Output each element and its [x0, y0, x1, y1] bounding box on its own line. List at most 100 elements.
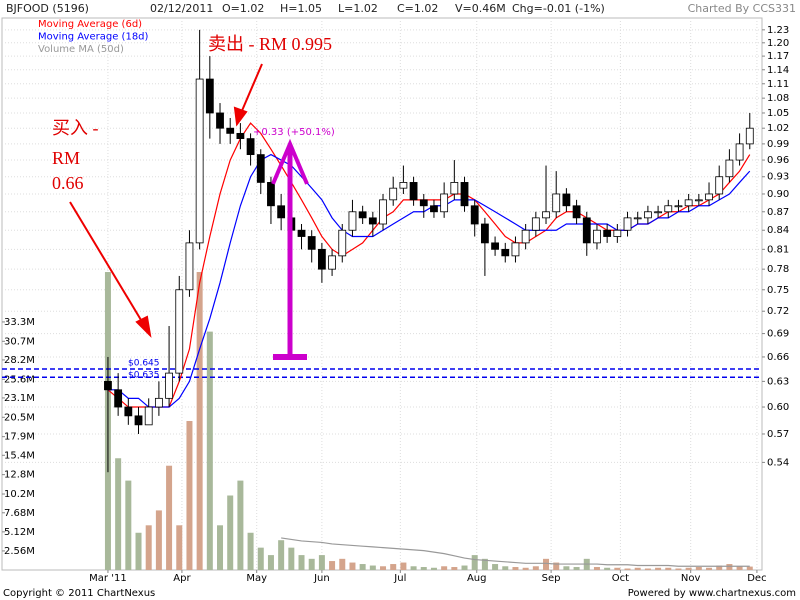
y-tick-label: 1.14: [767, 65, 789, 76]
y-tick-label: 0.84: [767, 225, 789, 236]
candle-body: [389, 187, 398, 201]
volume-bar: [553, 562, 560, 570]
candle-body: [623, 217, 632, 231]
y-tick-label: 1.23: [767, 25, 789, 36]
volume-bar: [665, 567, 672, 570]
gain-head: [271, 138, 309, 185]
volume-bar: [278, 540, 285, 570]
candle-body: [267, 182, 275, 207]
candle-body: [307, 236, 316, 250]
plot-frame: [1, 17, 763, 571]
volume-bar: [471, 555, 478, 570]
y2-tick-label: 12.8M: [4, 470, 35, 481]
candle-body: [735, 143, 744, 161]
candle-body: [603, 229, 612, 237]
y-tick-label: 0.99: [767, 139, 789, 150]
y-tick-label: 0.54: [767, 457, 789, 468]
y2-tick-label: 30.7M: [4, 336, 35, 347]
y2-tick-label: 17.9M: [4, 432, 35, 443]
header-field: V=0.46M: [455, 2, 506, 15]
candle-body: [531, 217, 540, 231]
candle-body: [633, 217, 642, 220]
copyright: Copyright © 2011 ChartNexus: [3, 588, 155, 599]
y-tick-label: 0.60: [767, 402, 789, 413]
candle-body: [216, 112, 224, 129]
volume-bar: [308, 558, 315, 570]
arrow-shaft: [240, 63, 263, 114]
volume-bar: [288, 547, 295, 570]
volume-bar: [430, 567, 437, 570]
gain-label: +0.33 (+50.1%): [253, 127, 335, 138]
y2-tick-label: 25.6M: [4, 374, 35, 385]
volume-bar: [329, 561, 336, 570]
volume-bar: [267, 555, 274, 570]
y2-tick-label: 15.4M: [4, 450, 35, 461]
y2-tick-label: 7.68M: [4, 508, 35, 519]
sell-note: 卖出 - RM 0.995: [208, 34, 332, 54]
volume-bar: [166, 465, 173, 570]
volume-bar: [339, 558, 346, 570]
candle-body: [470, 205, 479, 225]
x-tick-label: Jul: [393, 573, 406, 584]
volume-bar: [369, 565, 376, 570]
volume-bar: [115, 458, 122, 570]
y2-tick-label: 33.3M: [4, 317, 35, 328]
volume-bar: [206, 331, 213, 570]
candle-body: [144, 406, 153, 426]
x-tick-label: Nov: [681, 573, 701, 584]
candle-body: [104, 380, 112, 391]
candle-body: [236, 132, 245, 140]
candle-body: [368, 217, 377, 225]
credit: Charted By CCS331: [688, 2, 796, 15]
volume-bar: [512, 567, 519, 570]
candle-body: [480, 223, 489, 244]
volume-bar: [349, 562, 356, 570]
candle-body: [593, 229, 601, 244]
candle-body: [450, 182, 459, 195]
candle-body: [114, 389, 123, 408]
candle-body: [348, 211, 357, 231]
volume-bar: [726, 564, 733, 570]
header-field: H=1.05: [280, 2, 322, 15]
header-field: 02/12/2011: [150, 2, 213, 15]
candle-body: [715, 176, 724, 195]
arrow-shaft: [69, 201, 145, 326]
series-line: [281, 537, 750, 567]
y-tick-label: 0.78: [767, 264, 789, 275]
header-field: O=1.02: [222, 2, 264, 15]
volume-bar: [400, 562, 407, 570]
candle-body: [338, 229, 347, 257]
buy-note: 0.66: [52, 173, 84, 193]
volume-bar: [655, 567, 662, 570]
volume-bar: [736, 566, 743, 570]
series-line: [107, 153, 751, 408]
x-tick-label: Apr: [173, 573, 191, 584]
volume-bar: [318, 555, 325, 570]
level-label: $0.645: [128, 359, 160, 369]
volume-bar: [420, 567, 427, 570]
y-tick-label: 0.96: [767, 155, 789, 166]
volume-bar: [451, 567, 458, 570]
candle-body: [256, 154, 265, 183]
candle-body: [124, 406, 133, 417]
candle-body: [185, 242, 194, 291]
sell-arrow: [233, 63, 263, 127]
volume-bar: [359, 564, 366, 570]
candle-body: [643, 211, 652, 219]
y-tick-label: 0.57: [767, 429, 789, 440]
volume-bar: [543, 558, 550, 570]
candle-body: [572, 205, 581, 219]
volume-bar: [532, 566, 539, 570]
layer: [2, 18, 762, 570]
volume-bar: [604, 567, 611, 570]
candle-body: [491, 242, 499, 250]
volume-bar: [644, 568, 651, 570]
volume-bar: [492, 564, 499, 570]
candle-body: [745, 127, 754, 145]
volume-bar: [695, 567, 702, 570]
candle-body: [175, 289, 184, 374]
volume-bar: [634, 567, 641, 570]
y-tick-label: 0.69: [767, 329, 789, 340]
